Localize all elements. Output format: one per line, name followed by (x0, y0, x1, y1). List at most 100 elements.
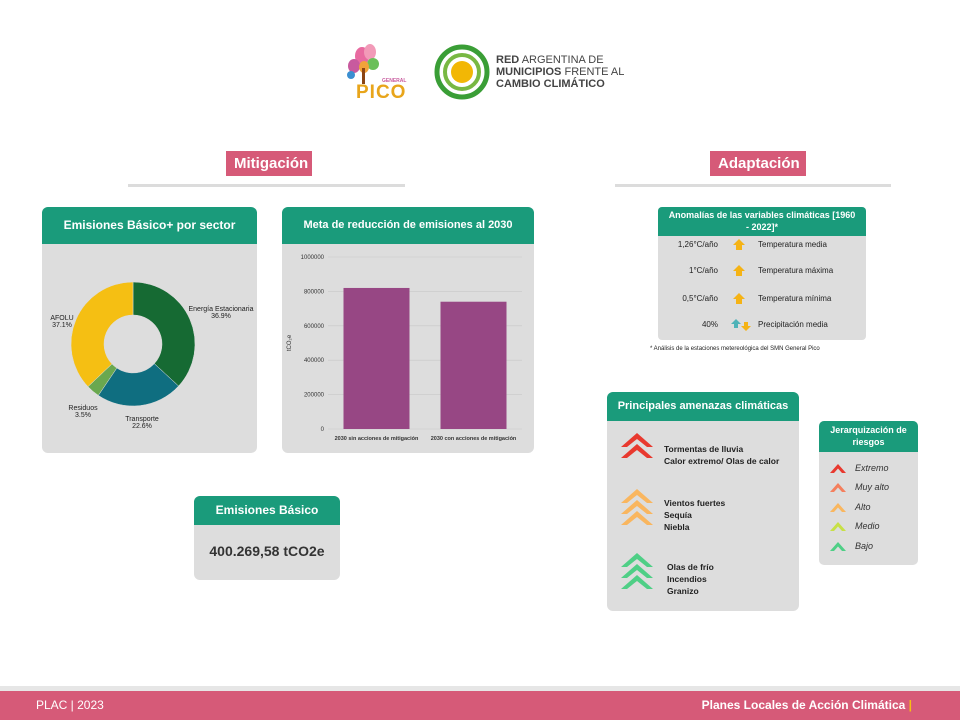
threat-items: Olas de frío Incendios Granizo (667, 561, 714, 597)
label-energia-pct: 36.9% (211, 313, 231, 320)
chevron-up-icon (621, 500, 653, 514)
risk-levels: Extremo Muy alto Alto Medio Bajo (819, 452, 918, 556)
network-line2-rest: FRENTE AL (564, 66, 625, 78)
emissions-sector-card: Emisiones Básico+ por sector Energía Est… (42, 207, 257, 453)
threat-item: Olas de frío (667, 562, 714, 572)
chevron-up-icon (830, 522, 846, 532)
y-tick-label-1: 200000 (304, 393, 325, 399)
general-pico-logo: GENERAL PICO (340, 42, 412, 104)
label-transporte-pct: 22.6% (132, 423, 152, 430)
chevron-up-icon (621, 489, 653, 503)
risk-level-row: Alto (829, 497, 918, 517)
chevron-up-icon (621, 433, 653, 447)
threats-title: Principales amenazas climáticas (607, 392, 799, 421)
y-tick-label-3: 600000 (304, 324, 325, 330)
label-residuos-name: Residuos (68, 405, 98, 412)
footer-top-rule (0, 686, 960, 691)
donut-slice-4 (70, 281, 134, 387)
label-residuos: Residuos 3.5% (66, 405, 100, 419)
risk-level-row: Muy alto (829, 478, 918, 498)
footer-right: Planes Locales de Acción Climática | (702, 698, 912, 712)
risk-level-label: Extremo (855, 462, 889, 473)
network-line3: CAMBIO CLIMÁTICO (496, 78, 605, 90)
label-afolu-name: AFOLU (50, 315, 74, 322)
precipitation-arrows-icon (731, 319, 751, 331)
chevron-up-icon (830, 463, 846, 473)
risk-level-label: Alto (855, 501, 871, 512)
risk-level-label: Muy alto (855, 482, 890, 493)
risk-level-label: Medio (855, 521, 880, 532)
label-afolu: AFOLU 37.1% (48, 315, 76, 329)
threat-group: Vientos fuertes Sequía Niebla (607, 487, 799, 543)
risk-scale-card: Jerarquización de riesgos Extremo Muy alt… (819, 421, 918, 565)
mitigation-section-title: Mitigación (226, 151, 312, 176)
network-line1-bold: RED (496, 54, 520, 66)
label-energia-name: Energía Estacionaria (188, 306, 254, 313)
y-tick-label-0: 0 (321, 427, 325, 433)
anomalies-note: * Análisis de la estaciones metereológic… (650, 346, 820, 352)
threat-item: Niebla (664, 522, 690, 532)
threat-items: Vientos fuertes Sequía Niebla (664, 497, 725, 533)
anomaly-label: Precipitación media (758, 320, 828, 329)
footer-right-mark: | (908, 698, 912, 712)
chevron-up-icon (621, 575, 653, 589)
chevron-up-icon (621, 564, 653, 578)
adaptation-divider (615, 184, 891, 187)
chevron-up-icon (621, 444, 653, 458)
threat-group: Olas de frío Incendios Granizo (607, 551, 799, 607)
y-tick-label-5: 1000000 (301, 255, 325, 261)
bar-1 (343, 287, 410, 429)
network-line1-rest: ARGENTINA DE (521, 54, 604, 66)
network-line2-bold: MUNICIPIOS (496, 66, 562, 78)
threat-items: Tormentas de lluvia Calor extremo/ Olas d… (664, 443, 779, 467)
risk-level-label: Bajo (855, 540, 874, 551)
anomaly-value: 1,26°C/año (677, 240, 718, 249)
anomaly-row: 1,26°C/año Temperatura media (658, 239, 866, 254)
y-tick-label-2: 400000 (304, 358, 325, 364)
label-residuos-pct: 3.5% (75, 412, 91, 419)
risk-level-row: Bajo (829, 536, 918, 556)
anomalies-card: Anomalías de las variables climáticas [1… (658, 207, 866, 340)
chevron-up-icon (830, 541, 846, 551)
risk-level-row: Medio (829, 517, 918, 537)
network-logo: RED ARGENTINA DE MUNICIPIOS FRENTE AL CA… (434, 44, 644, 100)
basic-emissions-value: 400.269,58 tCO2e (209, 543, 325, 559)
footer-left-text: PLAC | 2023 (36, 698, 104, 712)
reduction-target-title: Meta de reducción de emisiones al 2030 (282, 207, 534, 244)
donut-slice-1 (132, 281, 196, 387)
reduction-bar-chart: 0 200000 400000 600000 800000 1000000 tCO₂e 203… (287, 255, 522, 442)
risk-chevrons-icon (621, 489, 653, 525)
sun-ring-icon (434, 44, 490, 100)
anomaly-label: Temperatura mínima (758, 294, 832, 303)
emissions-sector-title: Emisiones Básico+ por sector (42, 207, 257, 244)
threat-item: Vientos fuertes (664, 498, 726, 508)
threat-item: Tormentas de lluvia (664, 444, 744, 454)
adaptation-section-title: Adaptación (710, 151, 806, 176)
threats-card: Principales amenazas climáticas Tormenta… (607, 392, 799, 611)
anomaly-row: 0,5°C/año Temperatura mínima (658, 293, 866, 308)
reduction-target-card: Meta de reducción de emisiones al 2030 0… (282, 207, 534, 453)
bar-2 (440, 301, 507, 429)
basic-emissions-card: Emisiones Básico 400.269,58 tCO2e (194, 496, 340, 580)
up-arrow-icon (733, 265, 745, 276)
x-tick-label-2: 2030 con acciones de mitigación (431, 436, 517, 442)
chevron-up-icon (830, 502, 846, 512)
y-axis-label: tCO₂e (287, 334, 293, 351)
y-tick-label-4: 800000 (304, 289, 325, 295)
threat-item: Incendios (667, 574, 707, 584)
anomaly-row: 40% Precipitación media (658, 319, 866, 334)
threat-group: Tormentas de lluvia Calor extremo/ Olas d… (607, 431, 799, 487)
threat-item: Sequía (664, 510, 692, 520)
footer-right-text: Planes Locales de Acción Climática (701, 698, 906, 712)
footer-bar: PLAC | 2023 Planes Locales de Acción Cli… (0, 691, 960, 720)
anomaly-label: Temperatura máxima (758, 266, 834, 275)
threat-item: Calor extremo/ Olas de calor (664, 456, 780, 466)
tree-icon (347, 44, 379, 84)
anomaly-value: 40% (701, 320, 718, 329)
x-tick-label-1: 2030 sin acciones de mitigación (335, 436, 419, 442)
chevron-up-icon (621, 553, 653, 567)
label-transporte: Transporte 22.6% (122, 416, 162, 430)
logo-pico-main: PICO (356, 82, 407, 103)
risk-level-row: Extremo (829, 458, 918, 478)
label-energia: Energía Estacionaria 36.9% (188, 306, 254, 320)
